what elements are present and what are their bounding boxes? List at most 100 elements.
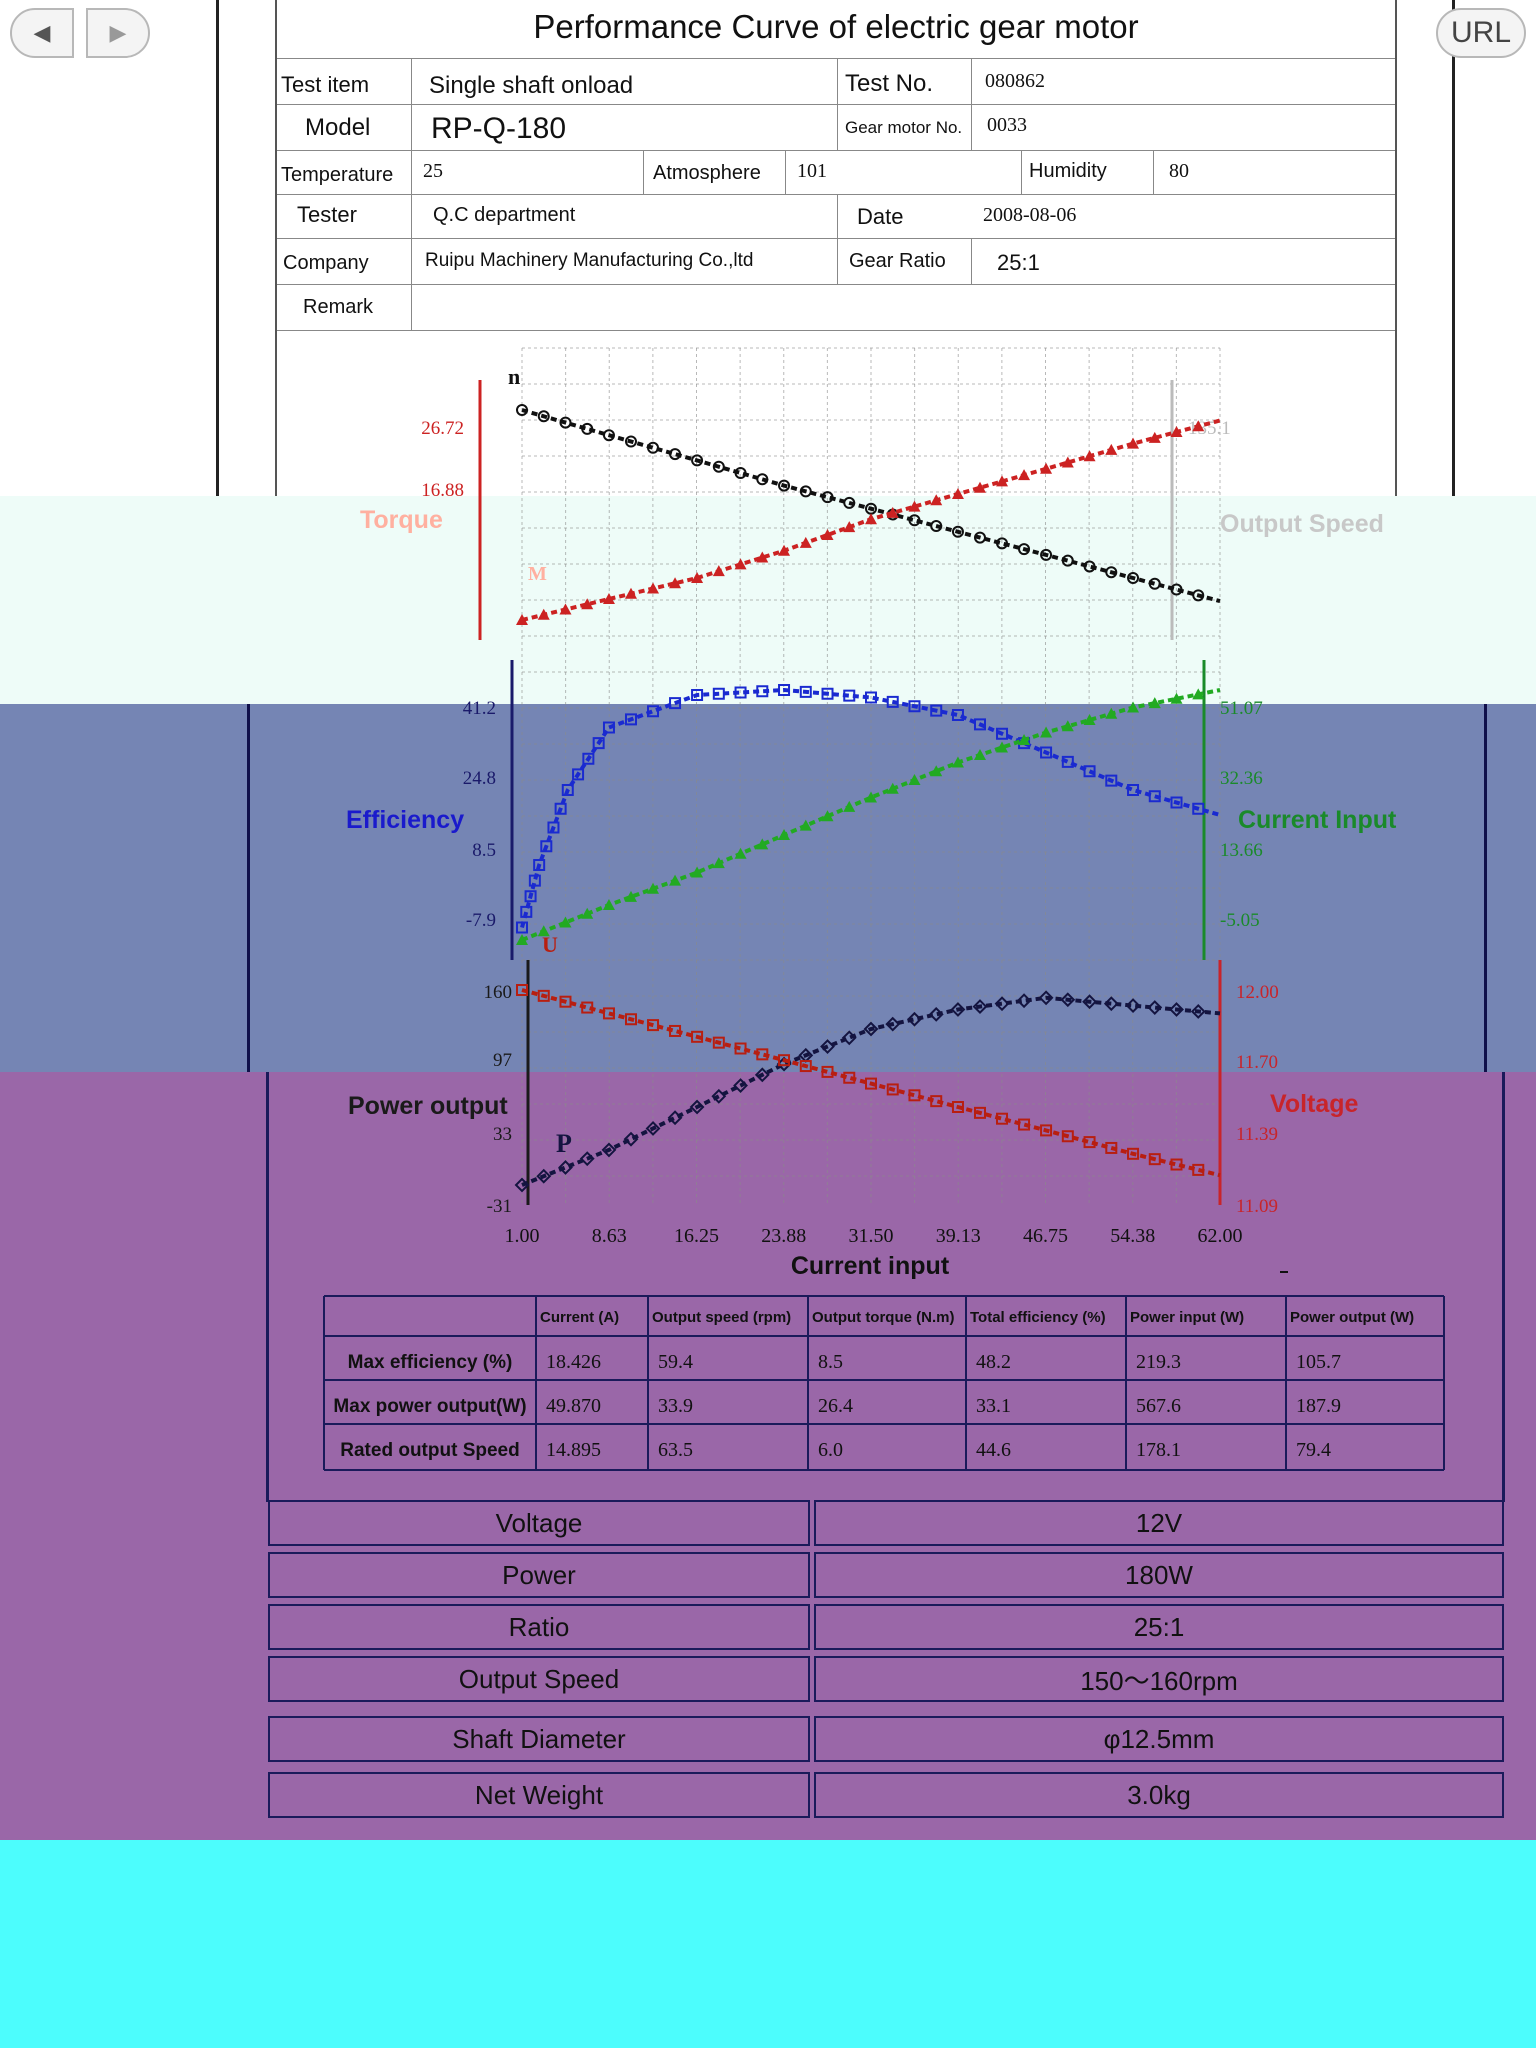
data-point [1170, 1158, 1183, 1171]
data-point [973, 718, 986, 731]
results-row-label: Max efficiency (%) [348, 1352, 513, 1373]
data-point [1105, 443, 1118, 455]
spec-row: Voltage 12V [268, 1500, 1504, 1548]
info-vline-1 [411, 58, 412, 330]
data-point [1083, 714, 1096, 725]
data-point [973, 749, 986, 760]
data-point [994, 996, 1010, 1012]
data-point [951, 525, 964, 538]
results-header-cell: Output torque (N.m) [812, 1309, 954, 1326]
data-point [647, 441, 660, 454]
data-point [581, 907, 594, 919]
data-point [582, 752, 595, 765]
data-point [865, 691, 877, 704]
data-point [554, 802, 567, 815]
data-point [712, 460, 725, 473]
data-point [516, 404, 528, 416]
data-point [1190, 1004, 1206, 1019]
data-point [1061, 755, 1074, 768]
voltage-curve-letter: U [542, 932, 558, 957]
results-cell: 26.4 [818, 1395, 853, 1417]
right-tick-label: -5.05 [1220, 910, 1260, 931]
spec-row: Output Speed 150～160rpm [268, 1656, 1504, 1704]
data-point [540, 840, 553, 853]
date-label: Date [857, 204, 904, 229]
company-value: Ruipu Machinery Manufacturing Co.,ltd [425, 250, 754, 271]
data-point [1061, 554, 1074, 567]
data-point [669, 697, 682, 710]
data-point [1038, 990, 1054, 1006]
back-button[interactable]: ◀ [10, 8, 74, 58]
data-point [581, 598, 594, 610]
data-point [843, 521, 856, 533]
results-cell: 59.4 [658, 1351, 693, 1373]
data-point [908, 774, 921, 785]
data-point [712, 857, 725, 869]
frame-line-left-purple [266, 1072, 269, 1502]
info-vline-5 [785, 150, 786, 194]
remark-label: Remark [303, 296, 374, 318]
data-point [930, 494, 943, 506]
speed-curve-letter: n [508, 364, 520, 389]
performance-doc: Performance Curve of electric gear motor… [275, 0, 1397, 496]
data-point [863, 1021, 879, 1037]
spec-value: 12V [814, 1500, 1504, 1546]
right-axis-label: Voltage [1270, 1090, 1359, 1118]
results-cell: 6.0 [818, 1439, 843, 1461]
data-point [537, 410, 550, 423]
data-point [996, 727, 1009, 740]
data-point [1105, 566, 1118, 579]
data-point [908, 1089, 921, 1102]
data-point [843, 1071, 856, 1084]
model-value: RP-Q-180 [431, 112, 567, 145]
data-point [1083, 765, 1096, 778]
data-point [516, 614, 528, 625]
data-point [843, 800, 856, 812]
doc-title: Performance Curve of electric gear motor [533, 8, 1139, 45]
data-point [928, 1006, 944, 1022]
right-axis-label: Output Speed [1220, 510, 1384, 538]
info-vline-2 [837, 58, 838, 150]
data-point [951, 488, 964, 499]
info-row-company [277, 238, 1395, 285]
data-point [799, 685, 812, 698]
url-button[interactable]: URL [1436, 8, 1526, 58]
left-tick-label: -31 [487, 1196, 512, 1217]
results-cell: 187.9 [1296, 1395, 1341, 1417]
right-tick-label: 11.39 [1236, 1124, 1278, 1145]
data-point [669, 577, 682, 589]
left-tick-label: 8.5 [472, 840, 496, 861]
data-point [1169, 1002, 1184, 1017]
results-cell: 14.895 [546, 1439, 601, 1461]
spec-label: Ratio [268, 1604, 810, 1650]
data-point [886, 782, 899, 794]
atmosphere-label: Atmosphere [653, 162, 761, 184]
data-point [1105, 774, 1118, 787]
data-point [799, 1060, 812, 1073]
data-point [1127, 572, 1140, 584]
data-point [537, 989, 550, 1002]
data-point [669, 874, 682, 886]
info-vline-7 [1153, 150, 1154, 194]
data-point [712, 687, 725, 700]
data-point [756, 1048, 769, 1061]
data-point [1040, 1124, 1053, 1137]
test-item-label: Test item [281, 72, 370, 97]
data-point [1105, 1141, 1118, 1154]
tester-label: Tester [297, 202, 357, 227]
data-point [821, 528, 834, 540]
spec-row: Net Weight 3.0kg [268, 1772, 1504, 1820]
data-point [1083, 560, 1096, 573]
spec-value: 150～160rpm [814, 1656, 1504, 1702]
forward-button[interactable]: ▶ [86, 8, 150, 58]
data-point [1040, 548, 1053, 561]
data-point [778, 1054, 791, 1067]
data-point [1061, 720, 1074, 732]
x-tick-label: 39.13 [936, 1225, 981, 1247]
data-point [1148, 790, 1161, 803]
data-point [712, 1036, 725, 1049]
frame-line-right-blue [1484, 704, 1487, 1072]
series-line [521, 988, 1221, 1178]
data-point [908, 514, 921, 527]
info-row-model [277, 104, 1395, 151]
